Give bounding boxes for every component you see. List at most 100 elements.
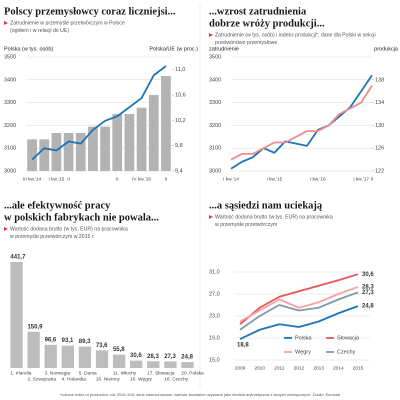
x-tick-label: II bbox=[371, 176, 374, 182]
line bbox=[239, 305, 359, 340]
bar bbox=[39, 139, 50, 171]
y2-tick-label: 122 bbox=[375, 168, 384, 174]
x-tick-label: 2009 bbox=[235, 365, 246, 371]
bar bbox=[130, 360, 143, 368]
y-tick-label: 15,0 bbox=[209, 357, 220, 363]
x-tick-label: IV kw.'16 bbox=[132, 176, 151, 182]
x-tick-label: 11. Włochy bbox=[113, 370, 137, 376]
value-label: 441,7 bbox=[10, 255, 26, 261]
y-tick-label: 19,0 bbox=[209, 335, 220, 341]
subtitle: Zatrudnienie (w tys. osób) i indeks prod… bbox=[215, 32, 376, 38]
bar bbox=[136, 107, 147, 171]
value-label: 96,6 bbox=[45, 337, 57, 343]
chart-title: dobrze wróży produkcji... bbox=[209, 18, 325, 29]
axis-series-label: produkcja bbox=[374, 46, 399, 52]
subtitle: Zatrudnienie w przemyśle przetwórczym w … bbox=[10, 20, 125, 26]
subtitle-marker bbox=[209, 33, 213, 37]
bar bbox=[63, 133, 74, 171]
bar bbox=[88, 126, 98, 171]
x-tick-label: 2010 bbox=[254, 365, 265, 371]
y-tick-label: 3100 bbox=[209, 146, 221, 152]
y-tick-label: 3200 bbox=[4, 123, 16, 129]
y2-tick-label: 11,0 bbox=[175, 67, 185, 73]
value-label: 93,1 bbox=[62, 338, 74, 344]
axis-series-label: zatrudnienie bbox=[209, 46, 239, 52]
legend-label: Polska bbox=[295, 335, 312, 341]
x-tick-label: II bbox=[67, 176, 70, 182]
bar bbox=[112, 354, 126, 368]
x-tick-label: 3. Norwegia bbox=[45, 370, 71, 376]
y2-tick-label: 9,8 bbox=[175, 143, 183, 149]
line bbox=[239, 286, 359, 323]
x-tick-label: I kw.'14 bbox=[223, 176, 239, 182]
y-tick-label: 3400 bbox=[209, 77, 221, 83]
line bbox=[230, 85, 373, 161]
bar bbox=[75, 133, 86, 171]
x-tick-label: II bbox=[165, 176, 168, 182]
y-tick-label: 3300 bbox=[4, 100, 16, 106]
y-tick-label: 27,0 bbox=[209, 291, 220, 297]
y-tick-label: 31,0 bbox=[209, 269, 220, 275]
chart-title: ...ale efektywność pracy bbox=[4, 200, 111, 211]
axis-series-label: Polska (w tys. osób) bbox=[4, 46, 53, 52]
y-tick-label: 3500 bbox=[4, 54, 16, 60]
subtitle-marker bbox=[209, 215, 213, 219]
value-label: 28,3 bbox=[362, 284, 374, 290]
bar bbox=[100, 126, 110, 171]
bar bbox=[124, 114, 135, 171]
bar bbox=[95, 350, 109, 368]
line bbox=[239, 273, 359, 325]
subtitle: (ogółem i w relacji do UE) bbox=[10, 28, 69, 34]
y-tick-label: 3100 bbox=[4, 146, 16, 152]
line bbox=[239, 291, 359, 331]
x-tick-label: I kw.'15 bbox=[266, 176, 282, 182]
value-label: 55,8 bbox=[113, 347, 125, 353]
y-tick-label: 23,0 bbox=[209, 313, 220, 319]
subtitle: Wartość dodana brutto (w tys. EUR) na pr… bbox=[10, 226, 128, 232]
y2-tick-label: 9,4 bbox=[175, 168, 183, 174]
y2-tick-label: 138 bbox=[375, 77, 384, 83]
bar bbox=[181, 362, 194, 368]
value-label: 24,8 bbox=[181, 355, 193, 361]
value-label: 27,3 bbox=[164, 354, 176, 360]
y-tick-label: 3400 bbox=[4, 77, 16, 83]
x-tick-label: III kw.'14 bbox=[23, 176, 42, 182]
axis-series-label: Polska/UE (w proc.) bbox=[149, 46, 198, 52]
bar bbox=[44, 344, 57, 368]
y-tick-label: 3300 bbox=[209, 100, 221, 106]
value-label: 89,3 bbox=[79, 339, 91, 345]
x-tick-label: 10. Niemcy bbox=[96, 376, 121, 382]
y-tick-label: 3200 bbox=[209, 123, 221, 129]
x-tick-label: 2014 bbox=[333, 365, 344, 371]
subtitle: w przemyśle przetwórczym bbox=[215, 222, 277, 228]
value-label: 24,8 bbox=[362, 304, 374, 310]
bar bbox=[161, 76, 171, 171]
x-tick-label: 2012 bbox=[294, 365, 305, 371]
bar bbox=[10, 262, 23, 368]
y-tick-label: 3000 bbox=[4, 168, 16, 174]
chart-title: Polscy przemysłowcy coraz liczniejsi... bbox=[4, 6, 176, 17]
x-tick-label: I kw.'17 bbox=[353, 176, 369, 182]
bar bbox=[61, 345, 74, 368]
value-label: 73,6 bbox=[96, 343, 108, 349]
value-label: 30,6 bbox=[130, 353, 142, 359]
subtitle: przetwórstwo przemysłowe bbox=[215, 40, 277, 46]
y2-tick-label: 134 bbox=[375, 100, 384, 106]
subtitle: w przemyśle przetwórczym w 2015 r. bbox=[10, 234, 95, 240]
bar bbox=[112, 114, 123, 171]
x-tick-label: 16. Węgry bbox=[130, 376, 152, 382]
x-tick-label: 18. Czechy bbox=[164, 376, 189, 382]
legend-label: Czechy bbox=[337, 349, 356, 355]
bar bbox=[78, 346, 92, 368]
y2-tick-label: 126 bbox=[375, 146, 384, 152]
x-tick-label: 2. Szwajcaria bbox=[27, 376, 56, 382]
value-label: 18,8 bbox=[237, 343, 249, 349]
subtitle-marker bbox=[4, 227, 8, 231]
line bbox=[31, 65, 167, 161]
subtitle-marker bbox=[4, 21, 8, 25]
footnote: *volume index of production, rok 2010=10… bbox=[60, 392, 341, 397]
value-label: 150,9 bbox=[27, 324, 43, 330]
y2-tick-label: 130 bbox=[375, 123, 384, 129]
bar bbox=[148, 95, 159, 171]
